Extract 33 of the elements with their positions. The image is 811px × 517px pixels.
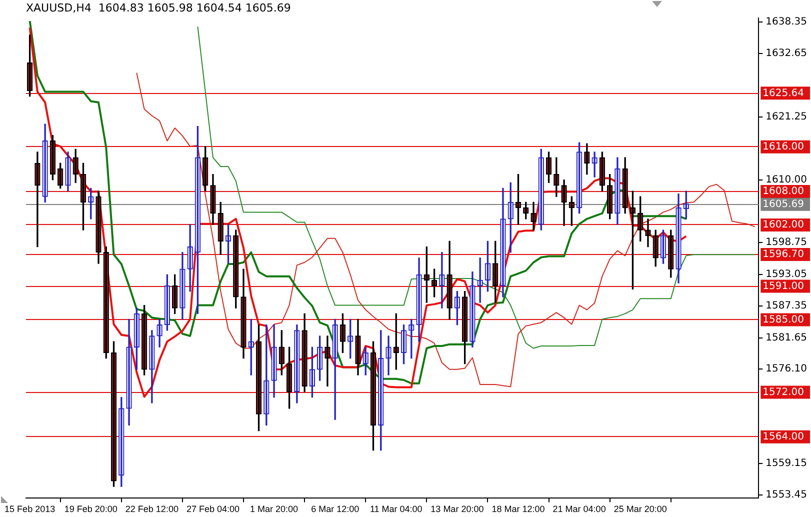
x-tick-label: 18 Mar 12:00 bbox=[492, 504, 545, 514]
ref-line-label: 1564.00 bbox=[762, 431, 804, 442]
x-tick-label: 11 Mar 04:00 bbox=[370, 504, 422, 514]
x-tick-label: 22 Feb 12:00 bbox=[125, 504, 178, 514]
ref-line-label: 1572.00 bbox=[762, 386, 804, 398]
ref-line-label: 1605.69 bbox=[762, 198, 804, 210]
ref-line-label: 1625.64 bbox=[762, 88, 804, 99]
ref-line-label: 1591.00 bbox=[762, 280, 804, 292]
chart-title: XAUUSD,H4 1604.83 1605.98 1604.54 1605.69 bbox=[26, 1, 291, 14]
ref-line-label: 1616.00 bbox=[762, 142, 804, 153]
ref-line-label: 1602.00 bbox=[762, 220, 804, 231]
y-tick-label: 1598.75 bbox=[766, 237, 808, 248]
y-tick-label: 1638.35 bbox=[766, 16, 808, 28]
y-tick-label: 1576.10 bbox=[766, 363, 808, 374]
y-tick-label: 1610.00 bbox=[766, 174, 808, 186]
x-tick-label: 13 Mar 20:00 bbox=[430, 504, 484, 514]
y-tick-label: 1581.65 bbox=[766, 332, 808, 344]
x-tick-label: 15 Feb 2013 bbox=[4, 504, 56, 514]
y-tick-label: 1632.65 bbox=[766, 48, 808, 60]
x-tick-label: 6 Mar 12:00 bbox=[311, 504, 360, 514]
x-tick-label: 1 Mar 20:00 bbox=[250, 504, 298, 514]
x-tick-label: 25 Mar 20:00 bbox=[614, 504, 667, 514]
x-tick-label: 27 Feb 04:00 bbox=[186, 504, 240, 514]
y-tick-label: 1621.25 bbox=[766, 112, 808, 123]
y-tick-label: 1587.35 bbox=[766, 300, 808, 312]
y-tick-label: 1559.15 bbox=[766, 458, 808, 469]
x-tick-label: 19 Feb 20:00 bbox=[64, 504, 118, 514]
y-tick-label: 1593.05 bbox=[766, 268, 808, 280]
y-tick-label: 1553.45 bbox=[766, 490, 808, 501]
ref-line-label: 1585.00 bbox=[762, 314, 804, 326]
ref-line-label: 1608.00 bbox=[762, 186, 804, 198]
ref-line-label: 1596.70 bbox=[762, 249, 804, 260]
x-tick-label: 21 Mar 04:00 bbox=[552, 504, 606, 514]
